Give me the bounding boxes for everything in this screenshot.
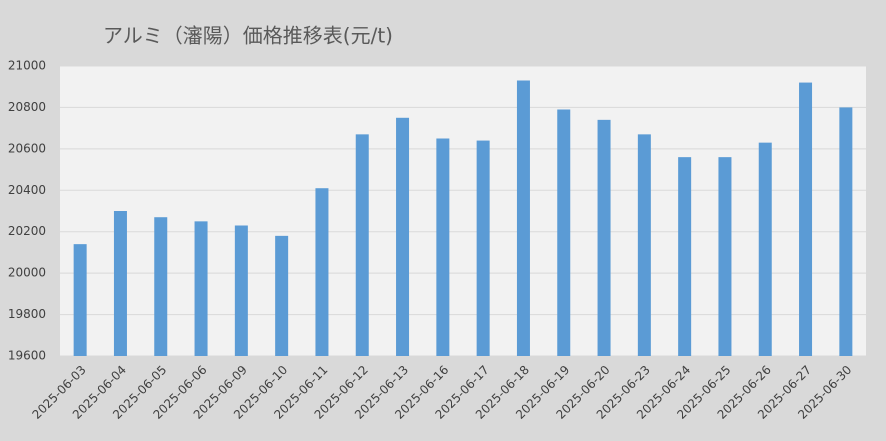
y-tick-label: 20800 bbox=[8, 100, 46, 114]
bar bbox=[275, 235, 289, 356]
bar bbox=[637, 134, 651, 356]
y-tick-label: 21000 bbox=[8, 59, 46, 73]
bar bbox=[234, 225, 248, 356]
bar bbox=[758, 142, 772, 356]
bar bbox=[355, 134, 369, 356]
bar bbox=[194, 221, 208, 356]
y-tick-label: 20600 bbox=[8, 141, 46, 155]
bar bbox=[315, 188, 329, 356]
bar bbox=[154, 217, 168, 356]
plot-area bbox=[60, 66, 866, 356]
bar bbox=[436, 138, 450, 356]
bar bbox=[476, 140, 490, 356]
bar bbox=[516, 80, 530, 356]
y-tick-label: 20400 bbox=[8, 183, 46, 197]
bar bbox=[799, 82, 813, 357]
y-tick-label: 20200 bbox=[8, 224, 46, 238]
bar bbox=[597, 119, 611, 356]
bar bbox=[718, 157, 732, 356]
bar bbox=[557, 109, 571, 356]
bar bbox=[113, 211, 127, 356]
y-tick-label: 19600 bbox=[8, 349, 46, 363]
bar bbox=[73, 244, 87, 356]
bar bbox=[678, 157, 692, 356]
bar bbox=[396, 117, 410, 357]
y-tick-label: 19800 bbox=[8, 307, 46, 321]
chart-title: アルミ（瀋陽）価格推移表(元/t) bbox=[103, 24, 393, 48]
bar bbox=[839, 107, 853, 356]
y-tick-label: 20000 bbox=[8, 266, 46, 280]
